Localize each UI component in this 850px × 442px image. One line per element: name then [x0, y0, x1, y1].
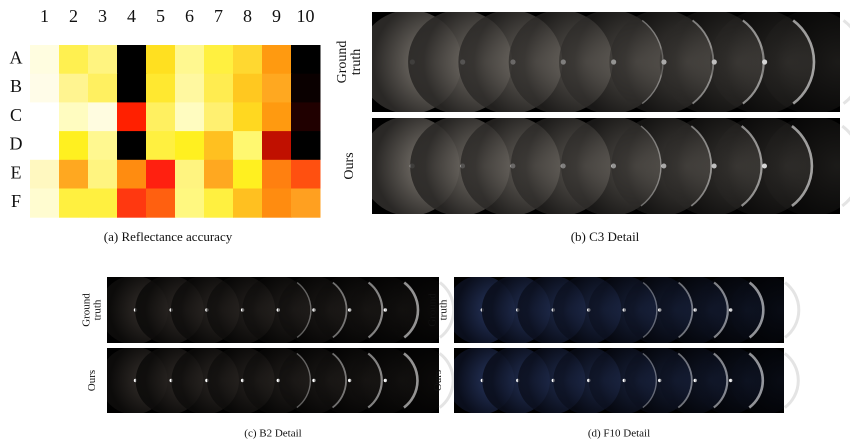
rim-light: [785, 283, 799, 338]
row-label: B: [10, 76, 22, 96]
heatmap-cell: [233, 160, 263, 189]
heatmap-cell: [233, 189, 263, 218]
row-label: E: [11, 162, 22, 182]
heatmap-cell: [30, 102, 60, 131]
caption: (a) Reflectance accuracy: [104, 229, 233, 244]
heatmap-cell: [88, 131, 118, 160]
heatmap-cell: [233, 131, 263, 160]
column-label: 8: [243, 6, 252, 26]
rim-light: [785, 353, 799, 407]
caption: (c) B2 Detail: [244, 428, 301, 440]
row-label: Ours: [86, 370, 98, 391]
rim-light: [842, 126, 850, 206]
heatmap-cell: [59, 45, 89, 74]
heatmap-cell: [59, 160, 89, 189]
row-label-line: Ground: [335, 41, 350, 84]
heatmap-cell: [262, 160, 292, 189]
heatmap-cell: [117, 131, 147, 160]
heatmap-cell: [262, 74, 292, 103]
heatmap-cell: [262, 189, 292, 218]
heatmap-cell: [175, 131, 205, 160]
heatmap-cell: [291, 45, 321, 74]
row-label: F: [11, 191, 21, 211]
row-label-line: Ours: [342, 152, 357, 179]
heatmap-cell: [59, 131, 89, 160]
column-label: 5: [156, 6, 165, 26]
heatmap-cell: [146, 189, 176, 218]
column-label: 6: [185, 6, 194, 26]
heatmap-cell: [117, 74, 147, 103]
row-label: Groundtruth: [80, 293, 103, 327]
caption: (d) F10 Detail: [588, 428, 650, 440]
column-label: 10: [297, 6, 315, 26]
heatmap-cell: [88, 45, 118, 74]
heatmap-cell: [291, 131, 321, 160]
heatmap-cell: [88, 189, 118, 218]
row-label-line: truth: [91, 299, 103, 320]
heatmap-cell: [117, 160, 147, 189]
column-label: 9: [272, 6, 281, 26]
heatmap-cell: [30, 189, 60, 218]
heatmap-cell: [59, 102, 89, 131]
heatmap-cell: [291, 74, 321, 103]
heatmap-cell: [204, 131, 234, 160]
heatmap-cell: [204, 102, 234, 131]
heatmap-cell: [146, 74, 176, 103]
heatmap-cell: [175, 102, 205, 131]
heatmap-cell: [30, 131, 60, 160]
heatmap-cell: [204, 160, 234, 189]
heatmap-cell: [291, 160, 321, 189]
heatmap-cell: [59, 189, 89, 218]
heatmap-cell: [204, 189, 234, 218]
heatmap-cell: [146, 160, 176, 189]
figure: 123456789 10 ABCDEF (a) Reflectance accurac…: [0, 0, 850, 442]
row-label: A: [10, 47, 23, 67]
heatmap-cell: [30, 160, 60, 189]
heatmap-cell: [30, 45, 60, 74]
row-label: Ours: [432, 370, 444, 391]
row-label: C: [10, 105, 22, 125]
heatmap-cell: [59, 74, 89, 103]
row-label: Ours: [342, 152, 357, 179]
row-label-line: Ours: [432, 370, 444, 391]
row-label-line: truth: [349, 49, 364, 75]
caption: (b) C3 Detail: [571, 229, 640, 244]
heatmap-cell: [175, 74, 205, 103]
column-label: 7: [214, 6, 223, 26]
heatmap-cell: [233, 74, 263, 103]
heatmap-cell: [175, 189, 205, 218]
heatmap-cell: [88, 160, 118, 189]
column-label: 2: [69, 6, 78, 26]
heatmap-cell: [262, 45, 292, 74]
column-label: 3: [98, 6, 107, 26]
row-label: D: [10, 134, 23, 154]
column-label: 4: [127, 6, 136, 26]
heatmap-cell: [88, 102, 118, 131]
heatmap-cell: [233, 102, 263, 131]
row-label-line: truth: [437, 299, 449, 320]
heatmap-cell: [146, 45, 176, 74]
heatmap-cell: [233, 45, 263, 74]
heatmap-cell: [175, 45, 205, 74]
heatmap-cell: [146, 131, 176, 160]
heatmap-cell: [117, 45, 147, 74]
heatmap-cell: [88, 74, 118, 103]
heatmap-cell: [291, 102, 321, 131]
heatmap-cell: [146, 102, 176, 131]
row-label: Groundtruth: [426, 293, 449, 327]
heatmap-cell: [204, 45, 234, 74]
heatmap-cell: [117, 189, 147, 218]
row-label: Groundtruth: [335, 41, 364, 84]
heatmap-cell: [262, 131, 292, 160]
heatmap-cell: [30, 74, 60, 103]
rim-light: [844, 20, 850, 103]
heatmap-cell: [117, 102, 147, 131]
row-label-line: Ours: [86, 370, 98, 391]
heatmap-cell: [204, 74, 234, 103]
column-label: 1: [40, 6, 49, 26]
heatmap-cell: [175, 160, 205, 189]
heatmap-cell: [291, 189, 321, 218]
heatmap-cell: [262, 102, 292, 131]
